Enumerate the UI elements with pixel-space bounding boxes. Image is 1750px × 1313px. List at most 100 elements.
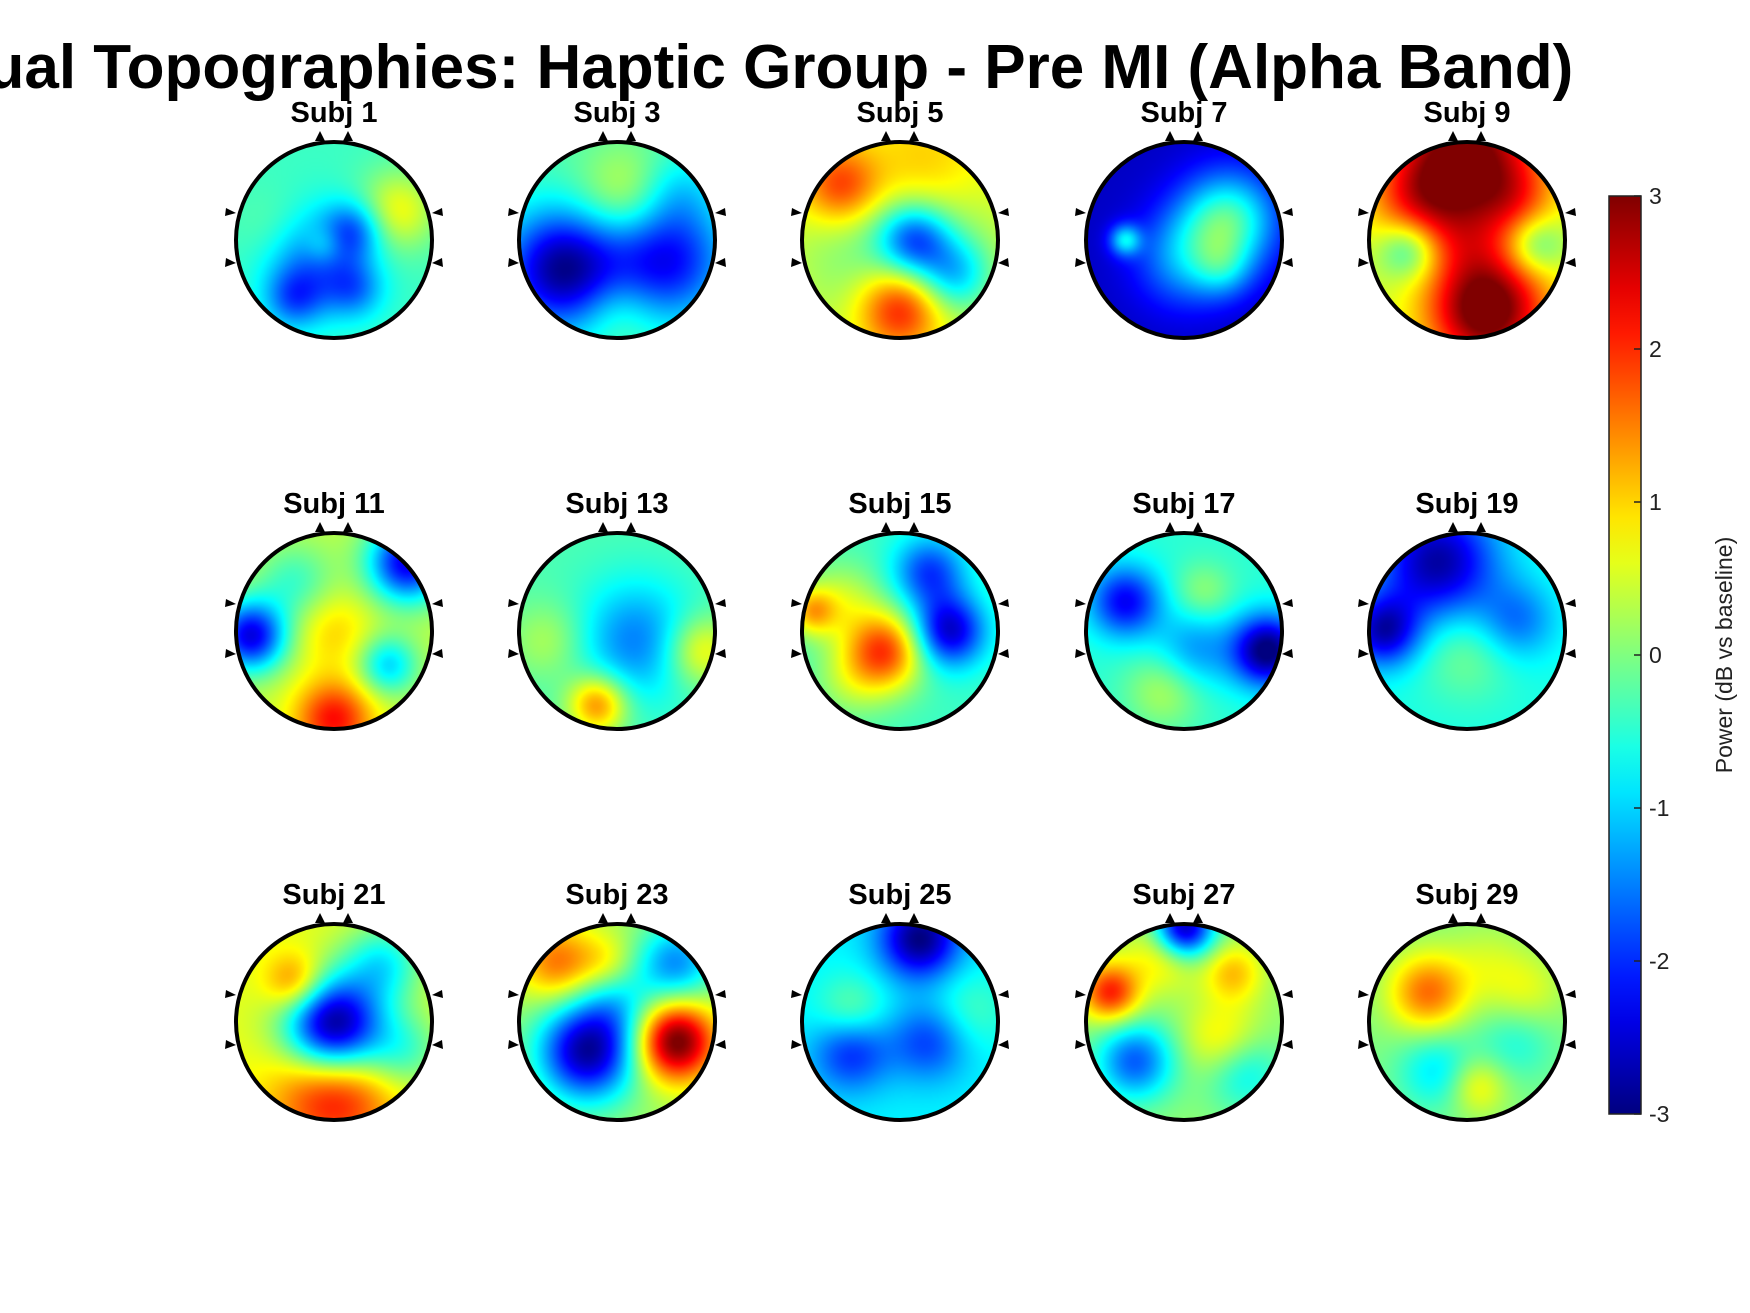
nose-marker: [1165, 913, 1175, 923]
subplot-title: Subj 1: [290, 97, 377, 129]
topoplot-heatmap: [236, 924, 432, 1120]
head-outline: [1367, 531, 1567, 731]
topoplot-11: Subj 21: [225, 879, 443, 1122]
head-outline: [517, 531, 717, 731]
nose-marker: [1193, 522, 1203, 532]
colorbar-tick-label: -2: [1649, 948, 1669, 974]
topoplot-heatmap: [236, 142, 432, 338]
nose-marker: [881, 131, 891, 141]
ear-marker: [1282, 649, 1293, 658]
figure-title: Individual Topographies: Haptic Group - …: [0, 33, 1573, 102]
topoplot-heatmap: [802, 142, 998, 338]
colorbar-tick-label: 1: [1649, 489, 1662, 515]
topoplot-13: Subj 25: [791, 879, 1009, 1122]
head-outline: [1367, 140, 1567, 340]
topoplot-2: Subj 3: [508, 97, 726, 340]
colorbar-tick-label: 3: [1649, 183, 1662, 209]
topoplot-1: Subj 1: [225, 97, 443, 340]
colorbar: 3 2 1 0 -1 -2 -3 Power (dB vs baseline): [1608, 183, 1737, 1127]
subplot-grid: Subj 1 Subj 3 Subj 5 Subj 7 Subj 9 Subj 11 Sub…: [225, 97, 1576, 1122]
ear-marker: [1565, 258, 1576, 267]
ear-marker: [998, 990, 1009, 998]
ear-marker: [715, 990, 726, 998]
ear-marker: [1282, 1040, 1293, 1049]
ear-marker: [432, 1040, 443, 1049]
ear-marker: [1282, 599, 1293, 607]
ear-marker: [715, 599, 726, 607]
nose-marker: [315, 913, 325, 923]
ear-marker: [225, 1040, 236, 1049]
topoplot-heatmap: [802, 533, 998, 729]
subplot-title: Subj 3: [573, 97, 660, 129]
ear-marker: [1358, 990, 1369, 998]
nose-marker: [1476, 522, 1486, 532]
ear-marker: [432, 258, 443, 267]
nose-marker: [1476, 913, 1486, 923]
ear-marker: [1565, 990, 1576, 998]
ear-marker: [791, 599, 802, 607]
head-outline: [1367, 922, 1567, 1122]
topoplot-10: Subj 19: [1358, 488, 1576, 731]
nose-marker: [881, 913, 891, 923]
ear-marker: [998, 599, 1009, 607]
ear-marker: [508, 599, 519, 607]
ear-marker: [508, 1040, 519, 1049]
head-outline: [800, 140, 1000, 340]
ear-marker: [432, 990, 443, 998]
head-outline: [234, 922, 434, 1122]
nose-marker: [598, 913, 608, 923]
ear-marker: [1075, 649, 1086, 658]
colorbar-tick-label: 2: [1649, 336, 1662, 362]
topoplot-heatmap: [1369, 142, 1565, 338]
nose-marker: [1193, 913, 1203, 923]
ear-marker: [1075, 599, 1086, 607]
topoplot-8: Subj 15: [791, 488, 1009, 731]
nose-marker: [343, 131, 353, 141]
nose-marker: [315, 131, 325, 141]
topoplot-15: Subj 29: [1358, 879, 1576, 1122]
nose-marker: [626, 522, 636, 532]
ear-marker: [432, 649, 443, 658]
head-outline: [800, 531, 1000, 731]
topoplot-3: Subj 5: [791, 97, 1009, 340]
ear-marker: [1282, 208, 1293, 216]
ear-marker: [715, 649, 726, 658]
ear-marker: [508, 258, 519, 267]
ear-marker: [791, 990, 802, 998]
ear-marker: [791, 258, 802, 267]
topoplot-4: Subj 7: [1075, 97, 1293, 340]
subplot-title: Subj 27: [1132, 879, 1235, 911]
nose-marker: [1448, 522, 1458, 532]
topoplot-heatmap: [1086, 533, 1282, 729]
ear-marker: [998, 258, 1009, 267]
ear-marker: [225, 258, 236, 267]
topoplot-7: Subj 13: [508, 488, 726, 731]
ear-marker: [225, 649, 236, 658]
topoplot-heatmap: [519, 924, 715, 1120]
subplot-title: Subj 29: [1415, 879, 1518, 911]
head-outline: [234, 531, 434, 731]
ear-marker: [225, 208, 236, 216]
subplot-title: Subj 9: [1423, 97, 1510, 129]
ear-marker: [1075, 990, 1086, 998]
topoplot-9: Subj 17: [1075, 488, 1293, 731]
topoplot-heatmap: [1369, 924, 1565, 1120]
ear-marker: [715, 1040, 726, 1049]
nose-marker: [1448, 913, 1458, 923]
ear-marker: [1565, 208, 1576, 216]
nose-marker: [626, 131, 636, 141]
ear-marker: [1282, 258, 1293, 267]
ear-marker: [1358, 208, 1369, 216]
subplot-title: Subj 13: [565, 488, 668, 520]
ear-marker: [1358, 1040, 1369, 1049]
subplot-title: Subj 7: [1140, 97, 1227, 129]
nose-marker: [881, 522, 891, 532]
head-outline: [234, 140, 434, 340]
head-outline: [517, 140, 717, 340]
nose-marker: [1165, 522, 1175, 532]
ear-marker: [998, 1040, 1009, 1049]
ear-marker: [1075, 1040, 1086, 1049]
ear-marker: [1358, 258, 1369, 267]
subplot-title: Subj 21: [282, 879, 385, 911]
